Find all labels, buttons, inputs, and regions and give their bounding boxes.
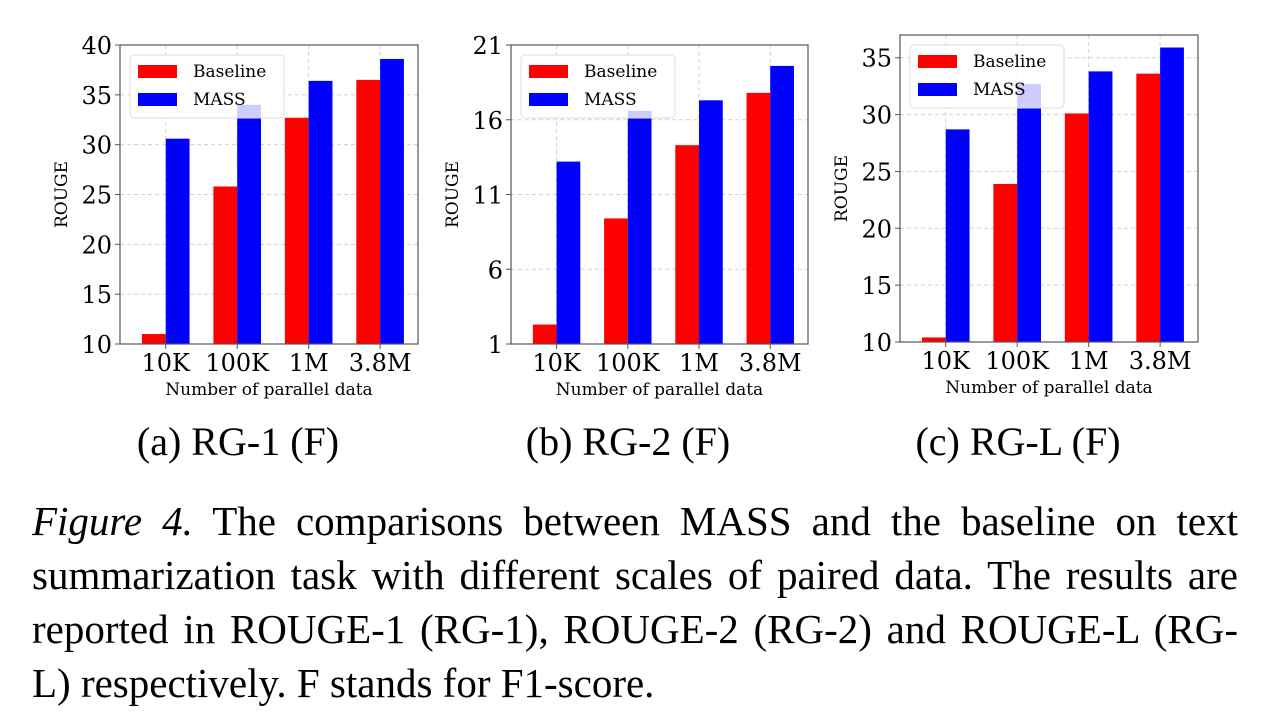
legend-label-baseline: Baseline [193, 62, 266, 82]
caption-text: The comparisons between MASS and the bas… [32, 498, 1238, 706]
y-tick-label: 35 [81, 82, 112, 110]
bar-baseline-3_8m [356, 79, 381, 344]
x-tick-label: 3.8M [349, 349, 412, 377]
bar-mass-100k [237, 104, 261, 344]
subcaption-b: (b) RG-2 (F) [525, 419, 731, 464]
legend-swatch-baseline [529, 65, 568, 78]
x-tick-label: 10K [922, 347, 972, 375]
figure-label: Figure 4. [32, 498, 193, 544]
y-tick-label: 35 [861, 45, 892, 73]
x-tick-label: 1M [1069, 347, 1109, 375]
subcaption-a: (a) RG-1 (F) [136, 419, 340, 464]
legend-label-baseline: Baseline [584, 62, 657, 82]
figure-charts: 10 15 20 25 30 35 40 10K 100K 1M 3.8M Number of par… [52, 32, 1199, 400]
x-axis-label: Number of parallel data [945, 378, 1152, 398]
bar-baseline-100k [604, 218, 628, 344]
y-tick-label: 6 [488, 256, 503, 284]
legend-swatch-mass [918, 83, 957, 96]
bar-baseline-100k [993, 183, 1018, 342]
y-tick-label: 11 [472, 182, 503, 210]
y-tick-label: 15 [81, 281, 112, 309]
bar-baseline-10k [141, 334, 166, 344]
x-tick-label: 100K [596, 349, 661, 377]
bar-baseline-100k [213, 186, 238, 344]
y-tick-label: 40 [81, 32, 112, 60]
bar-baseline-1m [675, 145, 700, 344]
subcaption-c: (c) RG-L (F) [915, 419, 1121, 464]
y-tick-label: 25 [861, 158, 892, 186]
legend-swatch-mass [529, 93, 568, 106]
bar-mass-100k [627, 110, 652, 344]
y-axis-label: ROUGE [443, 161, 463, 228]
x-tick-label: 100K [205, 349, 270, 377]
x-tick-label: 10K [532, 349, 582, 377]
bar-baseline-3_8m [1136, 73, 1161, 343]
bar-mass-1m [1088, 71, 1113, 342]
x-tick-label: 3.8M [739, 349, 802, 377]
chart-panel-c: 10 15 20 25 30 35 10K 100K 1M 3.8M Number of paral… [832, 34, 1199, 398]
legend: Baseline MASS [129, 54, 285, 119]
bar-baseline-3_8m [746, 92, 771, 344]
bar-mass-1m [308, 80, 333, 344]
bar-baseline-1m [284, 117, 309, 344]
y-tick-label: 20 [81, 231, 112, 259]
y-tick-label: 15 [861, 272, 892, 300]
bar-mass-10k [945, 129, 970, 342]
y-tick-label: 16 [472, 107, 503, 135]
legend-swatch-mass [138, 93, 177, 106]
y-axis-label: ROUGE [52, 161, 72, 228]
legend: Baseline MASS [520, 54, 676, 119]
bar-mass-3_8m [770, 65, 794, 345]
legend-label-mass: MASS [973, 80, 1026, 100]
x-axis-label: Number of parallel data [556, 380, 763, 400]
y-tick-label: 20 [861, 215, 892, 243]
x-tick-label: 100K [985, 347, 1050, 375]
legend-swatch-baseline [138, 65, 177, 78]
bar-mass-1m [699, 100, 723, 344]
y-tick-label: 10 [861, 329, 892, 357]
bar-mass-10k [165, 138, 190, 344]
legend-label-mass: MASS [193, 90, 246, 110]
x-tick-label: 1M [679, 349, 719, 377]
bar-mass-3_8m [1160, 47, 1184, 342]
y-tick-label: 1 [488, 331, 503, 359]
bar-mass-3_8m [380, 58, 404, 344]
x-tick-label: 1M [289, 349, 329, 377]
y-axis-label: ROUGE [832, 155, 852, 222]
bar-baseline-10k [532, 324, 557, 344]
legend: Baseline MASS [909, 44, 1065, 109]
bar-baseline-10k [921, 337, 946, 342]
legend-label-baseline: Baseline [973, 52, 1046, 72]
y-tick-label: 10 [81, 331, 112, 359]
x-tick-label: 3.8M [1129, 347, 1192, 375]
x-tick-label: 10K [142, 349, 192, 377]
bar-mass-100k [1017, 83, 1041, 343]
y-tick-label: 21 [472, 32, 503, 60]
legend-label-mass: MASS [584, 90, 637, 110]
x-axis-label: Number of parallel data [165, 380, 372, 400]
y-tick-label: 25 [81, 182, 112, 210]
axes-frame [899, 34, 1199, 343]
figure-caption: Figure 4. The comparisons between MASS a… [32, 494, 1238, 710]
bar-mass-10k [556, 161, 581, 344]
legend-swatch-baseline [918, 55, 957, 68]
bar-baseline-1m [1064, 113, 1089, 342]
y-tick-label: 30 [81, 132, 112, 160]
chart-panel-a: 10 15 20 25 30 35 40 10K 100K 1M 3.8M Number of par… [52, 32, 419, 400]
y-tick-label: 30 [861, 102, 892, 130]
